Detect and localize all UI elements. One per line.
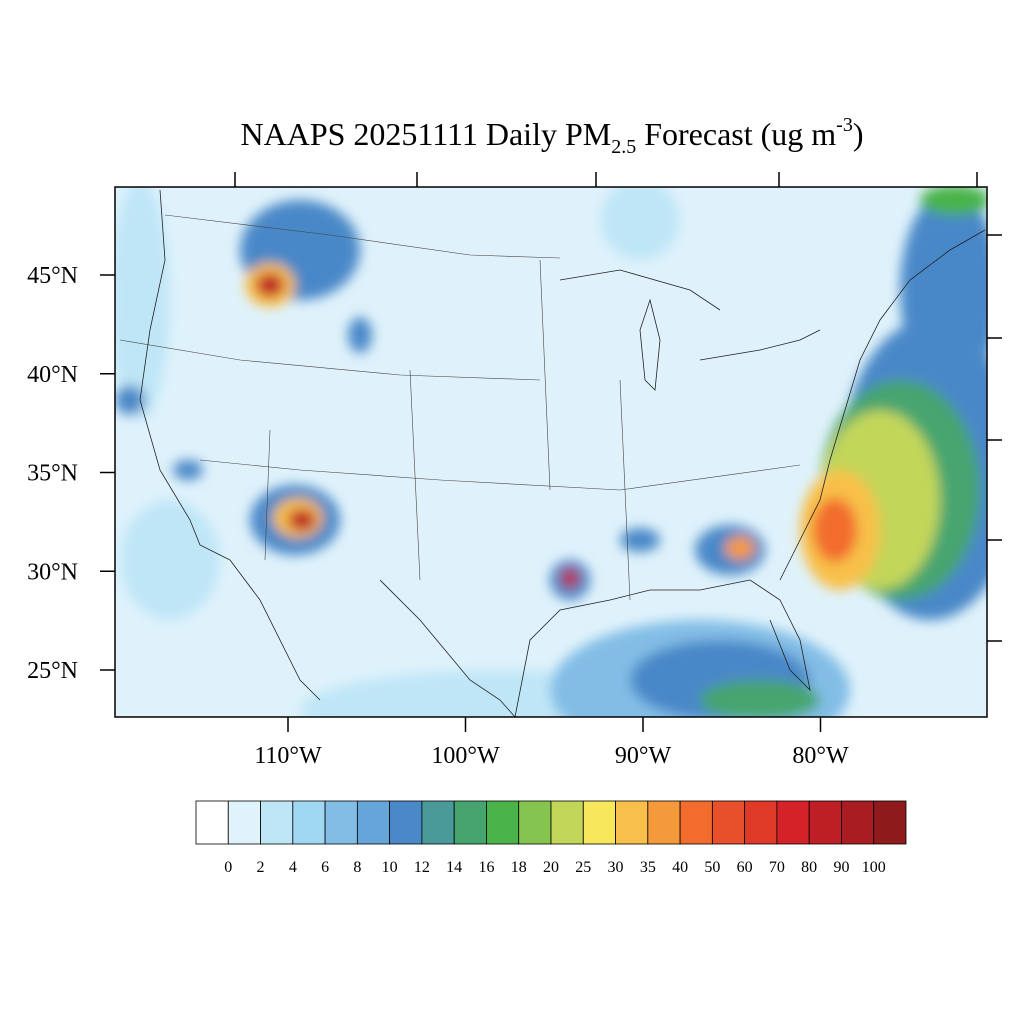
coastlines — [139, 189, 986, 717]
frame-ticks — [234, 172, 1002, 642]
lat-label: 35°N — [27, 461, 78, 487]
title-main: NAAPS 20251111 Daily PM — [241, 116, 612, 152]
colorbar-label: 35 — [640, 859, 656, 876]
colorbar-swatch — [195, 800, 229, 845]
colorbar-swatch — [679, 800, 713, 845]
colorbar-swatch — [324, 800, 358, 845]
colorbar-label: 30 — [608, 859, 624, 876]
title-rest: Forecast (ug m — [636, 116, 836, 152]
lat-label: 40°N — [27, 362, 78, 388]
colorbar-label: 8 — [353, 859, 361, 876]
title-subscript: 2.5 — [611, 136, 636, 158]
map-frame — [114, 186, 988, 718]
lat-label: 25°N — [27, 658, 78, 684]
colorbar-label: 6 — [321, 859, 329, 876]
title-superscript: -3 — [836, 114, 853, 136]
title-end: ) — [853, 116, 864, 152]
colorbar-swatch — [711, 800, 746, 845]
colorbar-swatch — [356, 800, 391, 845]
colorbar-swatch — [550, 800, 584, 845]
colorbar-label: 0 — [224, 859, 232, 876]
colorbar-swatch — [873, 800, 907, 845]
colorbar-label: 60 — [737, 859, 753, 876]
borders — [119, 214, 801, 601]
colorbar-label: 14 — [446, 859, 462, 876]
colorbar-swatch — [744, 800, 778, 845]
colorbar-label: 50 — [704, 859, 720, 876]
colorbar-swatch — [582, 800, 616, 845]
colorbar-swatch — [615, 800, 649, 845]
colorbar-label: 90 — [833, 859, 849, 876]
colorbar-label: 18 — [511, 859, 527, 876]
colorbar-swatch — [647, 800, 681, 845]
colorbar-label: 20 — [543, 859, 559, 876]
colorbar-swatch — [808, 800, 842, 845]
colorbar-label: 70 — [769, 859, 785, 876]
map-field — [115, 187, 987, 717]
colorbar-label: 80 — [801, 859, 817, 876]
colorbar-label: 40 — [672, 859, 688, 876]
colorbar-swatch — [389, 800, 423, 845]
concentration-field — [115, 187, 987, 717]
colorbar-label: 4 — [289, 859, 297, 876]
colorbar-swatch — [841, 800, 875, 845]
colorbar-swatch — [486, 800, 520, 845]
colorbar-swatch — [292, 800, 326, 845]
lat-label: 45°N — [27, 263, 78, 289]
lon-label: 100°W — [431, 743, 500, 769]
colorbar-swatch — [260, 800, 294, 845]
colorbar-label: 12 — [414, 859, 430, 876]
lat-label: 30°N — [27, 559, 78, 585]
colorbar: 0 2 4 6 8 10 12 14 16 18 20 25 30 35 40 50 60 70 80 90 100 — [195, 800, 907, 876]
colorbar-swatch — [518, 800, 552, 845]
colorbar-swatch — [227, 800, 261, 845]
colorbar-label: 2 — [257, 859, 265, 876]
title: NAAPS 20251111 Daily PM2.5 Forecast (ug … — [241, 114, 864, 158]
colorbar-label: 16 — [478, 859, 494, 876]
colorbar-swatch — [421, 800, 455, 845]
colorbar-label: 100 — [862, 859, 886, 876]
colorbar-label: 10 — [382, 859, 398, 876]
colorbar-label: 25 — [575, 859, 591, 876]
colorbar-swatch — [776, 800, 810, 845]
lon-label: 80°W — [792, 743, 849, 769]
axis-labels: 45°N 40°N 35°N 30°N 25°N 110°W 100°W 90°W 80°W — [27, 263, 849, 769]
lon-label: 90°W — [615, 743, 672, 769]
colorbar-swatch — [453, 800, 487, 845]
lon-label: 110°W — [254, 743, 322, 769]
